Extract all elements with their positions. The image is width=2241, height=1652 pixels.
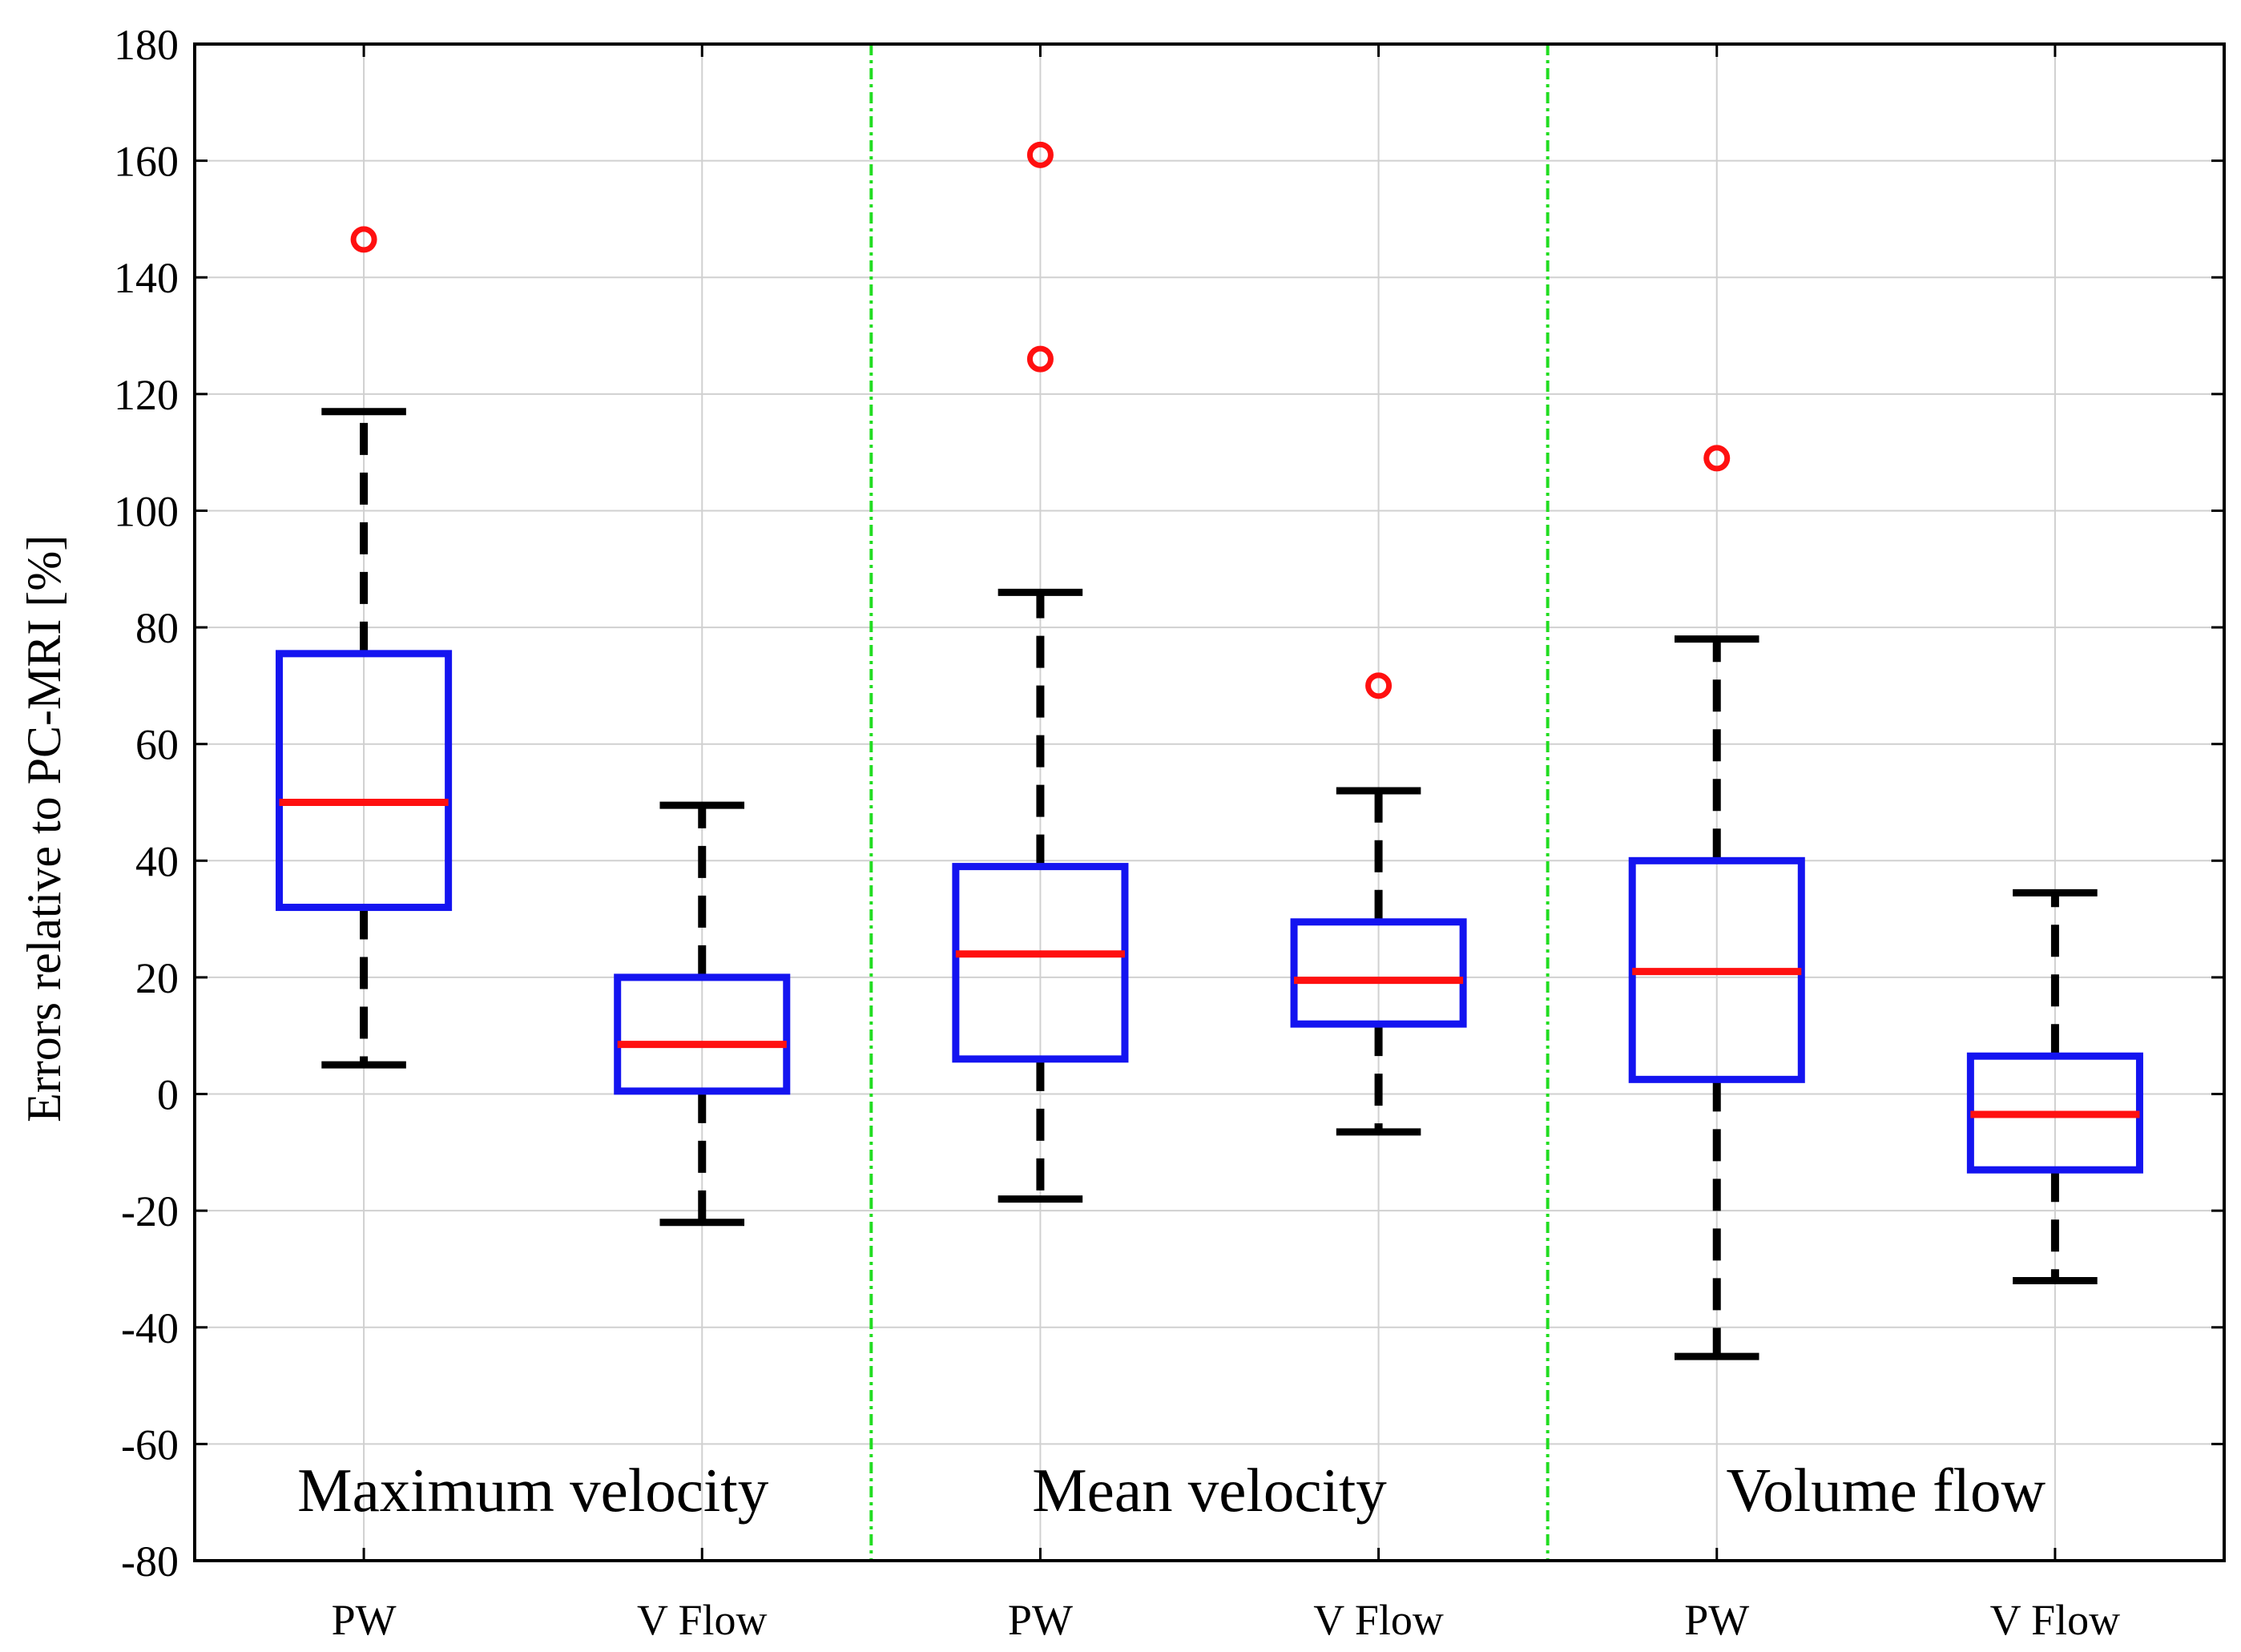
box-3	[1290, 672, 1467, 1136]
y-tick-label: 180	[114, 21, 179, 69]
outlier-point	[1026, 345, 1054, 373]
plot-frame	[193, 42, 2226, 1562]
outlier-point	[1026, 141, 1054, 168]
box-1	[614, 801, 791, 1227]
box-5	[1966, 888, 2143, 1285]
y-tick-label: 80	[135, 604, 179, 652]
outlier-point	[1703, 445, 1731, 472]
y-tick-label: -40	[121, 1304, 179, 1352]
box-4	[1628, 445, 1805, 1360]
outlier-point	[1365, 672, 1393, 699]
y-tick-label: -80	[121, 1537, 179, 1586]
y-tick-label: 60	[135, 721, 179, 769]
group-separators	[869, 44, 1550, 1561]
group-label: Maximum velocity	[297, 1456, 769, 1525]
y-tick-label: -60	[121, 1420, 179, 1469]
x-axis-ticks: PW V Flow PW V Flow PW V Flow	[332, 44, 2121, 1644]
box-series	[276, 141, 2143, 1360]
y-tick-label: 100	[114, 487, 179, 535]
y-tick-label: 140	[114, 254, 179, 302]
grid-lines	[195, 43, 2224, 1561]
group-label: Mean velocity	[1032, 1456, 1387, 1525]
y-tick-label: 160	[114, 138, 179, 186]
y-tick-label: -20	[121, 1187, 179, 1235]
y-tick-label: 120	[114, 371, 179, 419]
y-tick-label: 40	[135, 837, 179, 885]
x-tick-label: PW	[1008, 1596, 1073, 1644]
iqr-box	[1290, 918, 1467, 1028]
group-labels: Maximum velocity Mean velocity Volume flow	[297, 1456, 2046, 1525]
y-axis-ticks: -80 -60 -40 -20 0 20 40 60 80 100 120 140 160 180	[114, 21, 2224, 1586]
x-tick-label: V Flow	[1313, 1596, 1444, 1644]
iqr-box	[952, 863, 1129, 1063]
x-tick-label: V Flow	[1990, 1596, 2121, 1644]
iqr-box	[276, 650, 453, 912]
y-tick-label: 0	[157, 1071, 179, 1119]
outlier-point	[350, 226, 377, 253]
group-label: Volume flow	[1727, 1456, 2046, 1525]
x-tick-label: PW	[332, 1596, 397, 1644]
y-axis-title: Errors relative to PC-MRI [%]	[18, 535, 71, 1122]
x-tick-label: V Flow	[637, 1596, 768, 1644]
y-tick-label: 20	[135, 954, 179, 1002]
box-2	[952, 141, 1129, 1203]
x-tick-label: PW	[1684, 1596, 1749, 1644]
iqr-box	[614, 973, 791, 1095]
box-0	[276, 226, 453, 1069]
